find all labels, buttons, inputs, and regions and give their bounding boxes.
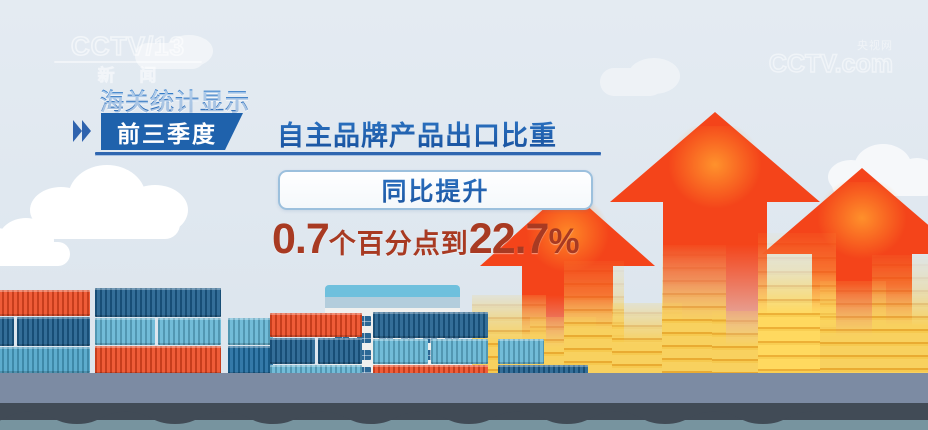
container [498,339,544,364]
period-banner: 前三季度 [101,113,243,150]
watermark-domain: CCTV.com [768,50,894,78]
cctv-channel-subtitle: 新 闻 [97,65,167,85]
comparison-pill: 同比提升 [278,170,593,210]
figure-target-value: 22.7 [468,215,550,263]
shipping-container-yard [0,280,330,375]
figure-percent-sign: % [548,222,580,261]
cctv13-channel-logo: CCTV/13 新 闻 [48,31,208,86]
figure-delta-value: 0.7 [272,215,330,263]
page-title: 自主品牌产品出口比重 [277,114,557,153]
cctv-logo-text: CCTV [70,31,146,61]
dock-platform [0,373,928,404]
container [0,290,90,316]
headline-underline [95,152,601,156]
comparison-pill-label: 同比提升 [381,172,489,208]
container [95,318,155,345]
container [373,312,488,338]
container [0,317,14,346]
period-banner-label: 前三季度 [117,120,217,147]
cctv-logo-underline [54,61,202,63]
container [158,318,221,345]
container [95,346,221,374]
container [270,338,315,364]
container [431,339,488,364]
shipping-container-yard-right [270,280,600,387]
statistic-figures: 0.7个百分点到22.7% [272,218,580,261]
container [373,339,428,364]
water-light-band [0,420,928,430]
container [228,318,273,345]
water-scallop-edge [0,410,812,424]
cctv-channel-number: 13 [153,31,185,61]
container [0,347,90,373]
container [228,346,273,374]
double-chevron-right-icon [73,120,99,142]
container [318,338,362,364]
container [270,313,362,337]
cctv-com-watermark: 央视网 CCTV.com [768,40,894,78]
container [95,288,221,317]
watermark-chinese-label: 央视网 [857,40,893,52]
figure-delta-unit: 个百分点到 [328,229,469,259]
building-roof-lower [325,297,460,308]
building-roof-upper [325,285,460,297]
kicker-text: 海关统计显示 [100,82,250,117]
container [17,317,90,346]
